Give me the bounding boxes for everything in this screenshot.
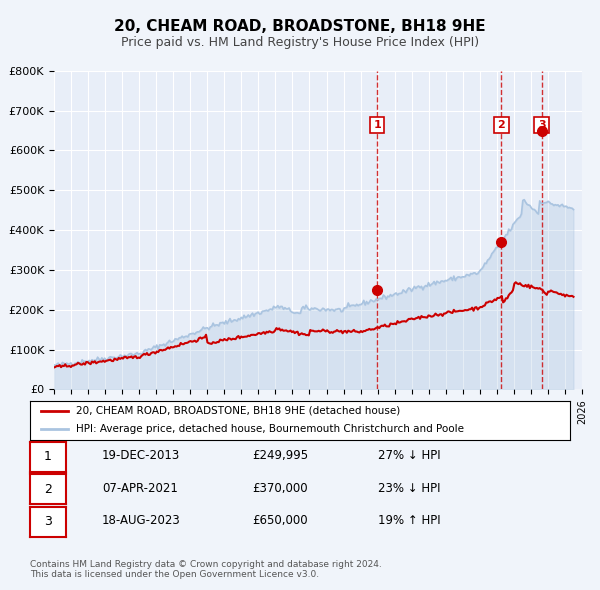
Text: £370,000: £370,000 <box>252 481 308 495</box>
Text: 19-DEC-2013: 19-DEC-2013 <box>102 449 180 463</box>
Text: £650,000: £650,000 <box>252 514 308 527</box>
Text: 20, CHEAM ROAD, BROADSTONE, BH18 9HE: 20, CHEAM ROAD, BROADSTONE, BH18 9HE <box>114 19 486 34</box>
Text: 18-AUG-2023: 18-AUG-2023 <box>102 514 181 527</box>
Text: 19% ↑ HPI: 19% ↑ HPI <box>378 514 440 527</box>
Text: Contains HM Land Registry data © Crown copyright and database right 2024.
This d: Contains HM Land Registry data © Crown c… <box>30 560 382 579</box>
Text: 23% ↓ HPI: 23% ↓ HPI <box>378 481 440 495</box>
Text: Price paid vs. HM Land Registry's House Price Index (HPI): Price paid vs. HM Land Registry's House … <box>121 36 479 49</box>
Text: 3: 3 <box>538 120 545 130</box>
Text: 07-APR-2021: 07-APR-2021 <box>102 481 178 495</box>
Text: 2: 2 <box>497 120 505 130</box>
Text: 3: 3 <box>44 515 52 529</box>
Text: HPI: Average price, detached house, Bournemouth Christchurch and Poole: HPI: Average price, detached house, Bour… <box>76 424 464 434</box>
Text: 2: 2 <box>44 483 52 496</box>
Text: 1: 1 <box>44 450 52 464</box>
Text: £249,995: £249,995 <box>252 449 308 463</box>
Text: 27% ↓ HPI: 27% ↓ HPI <box>378 449 440 463</box>
Text: 1: 1 <box>373 120 381 130</box>
Text: 20, CHEAM ROAD, BROADSTONE, BH18 9HE (detached house): 20, CHEAM ROAD, BROADSTONE, BH18 9HE (de… <box>76 406 400 416</box>
